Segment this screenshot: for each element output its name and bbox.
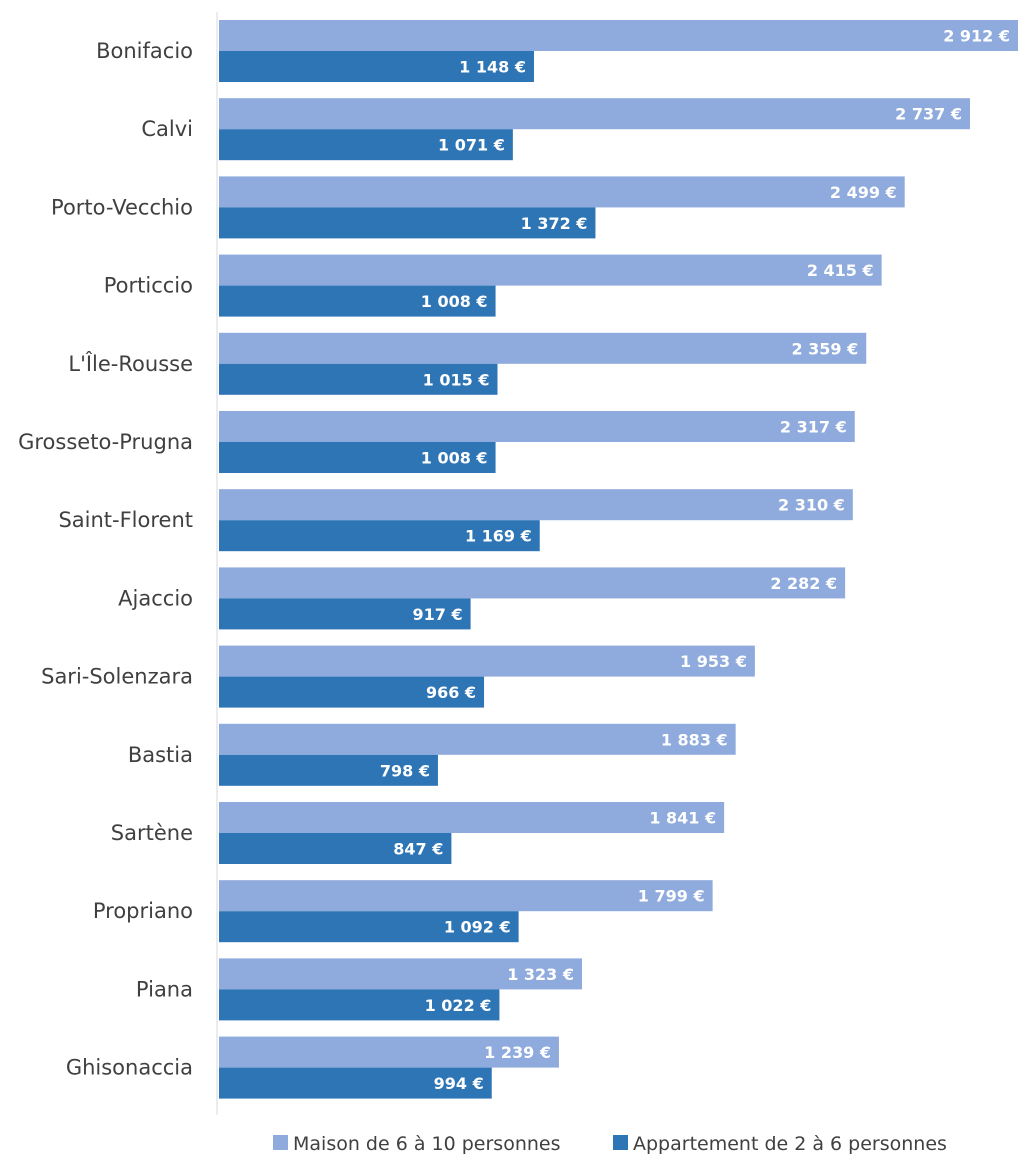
data-label: 1 953 €	[680, 652, 747, 671]
bar-appartement	[219, 676, 485, 708]
bar-maison	[219, 98, 970, 130]
data-label: 1 015 €	[423, 370, 490, 389]
data-label: 2 415 €	[807, 261, 874, 280]
data-label: 1 841 €	[649, 809, 716, 828]
bar-appartement	[219, 989, 500, 1021]
data-label: 1 008 €	[421, 449, 488, 468]
data-label: 1 239 €	[484, 1043, 551, 1062]
category-label: L'Île-Rousse	[68, 351, 193, 376]
data-label: 1 022 €	[425, 996, 492, 1015]
bar-maison	[219, 645, 755, 677]
bar-maison	[219, 254, 882, 286]
data-label: 2 499 €	[830, 183, 897, 202]
data-label: 1 323 €	[507, 965, 574, 984]
bar-appartement	[219, 207, 596, 239]
category-label: Piana	[136, 977, 193, 1001]
data-label: 1 071 €	[438, 136, 505, 155]
bar-appartement	[219, 911, 519, 943]
category-label: Bonifacio	[96, 39, 193, 63]
bar-appartement	[219, 285, 496, 317]
chart-bars	[219, 20, 1018, 1099]
bar-maison	[219, 411, 855, 442]
data-label: 2 359 €	[791, 339, 858, 358]
data-label: 2 282 €	[770, 574, 837, 593]
data-label: 2 310 €	[778, 496, 845, 515]
bar-maison	[219, 176, 905, 208]
bar-appartement	[219, 442, 496, 473]
value-labels: 2 912 € 1 148 € 2 737 € 1 071 € 2 499 € 1 372…	[380, 27, 1010, 1094]
category-label: Saint-Florent	[58, 508, 193, 532]
data-label: 1 372 €	[521, 214, 588, 233]
bar-appartement	[219, 520, 540, 552]
data-label: 2 317 €	[780, 418, 847, 437]
bar-maison	[219, 567, 846, 599]
category-label: Porto-Vecchio	[51, 195, 193, 219]
data-label: 1 883 €	[661, 730, 728, 749]
data-label: 1 169 €	[465, 527, 532, 546]
data-label: 798 €	[380, 761, 430, 780]
bar-maison	[219, 332, 867, 364]
data-label: 1 799 €	[638, 887, 705, 906]
bar-appartement	[219, 51, 534, 82]
category-label: Bastia	[128, 743, 193, 767]
legend-label: Appartement de 2 à 6 personnes	[633, 1133, 947, 1155]
data-label: 966 €	[426, 683, 476, 702]
category-label: Propriano	[93, 899, 193, 923]
data-label: 1 092 €	[444, 918, 511, 937]
data-label: 1 148 €	[459, 58, 526, 77]
legend-swatch-maison	[273, 1135, 288, 1150]
category-label: Calvi	[141, 117, 193, 141]
bar-maison	[219, 1036, 559, 1068]
category-label: Ghisonaccia	[66, 1056, 193, 1080]
category-label: Ajaccio	[118, 586, 193, 610]
bar-appartement	[219, 363, 498, 395]
category-label: Porticcio	[104, 274, 193, 298]
bar-maison	[219, 958, 583, 990]
data-label: 2 912 €	[943, 27, 1010, 46]
data-label: 917 €	[412, 605, 462, 624]
bar-maison	[219, 880, 713, 912]
legend-swatch-appartement	[613, 1135, 628, 1150]
bar-appartement	[219, 1067, 492, 1099]
category-label: Grosseto-Prugna	[18, 430, 193, 454]
legend-label: Maison de 6 à 10 personnes	[293, 1133, 561, 1155]
category-label: Sartène	[111, 821, 193, 845]
chart-legend: Maison de 6 à 10 personnes Appartement de…	[273, 1133, 947, 1155]
category-label: Sari-Solenzara	[41, 665, 193, 689]
bar-appartement	[219, 833, 452, 864]
data-label: 847 €	[393, 840, 443, 859]
data-label: 1 008 €	[421, 292, 488, 311]
data-label: 2 737 €	[895, 105, 962, 124]
bar-maison	[219, 489, 853, 521]
category-labels: Bonifacio Calvi Porto-Vecchio Porticcio L'Îl…	[18, 39, 193, 1080]
bar-appartement	[219, 754, 438, 786]
bar-maison	[219, 20, 1018, 51]
bar-maison	[219, 723, 736, 755]
bar-appartement	[219, 598, 471, 630]
bar-appartement	[219, 129, 513, 161]
bar-maison	[219, 802, 725, 833]
data-label: 994 €	[434, 1074, 484, 1093]
